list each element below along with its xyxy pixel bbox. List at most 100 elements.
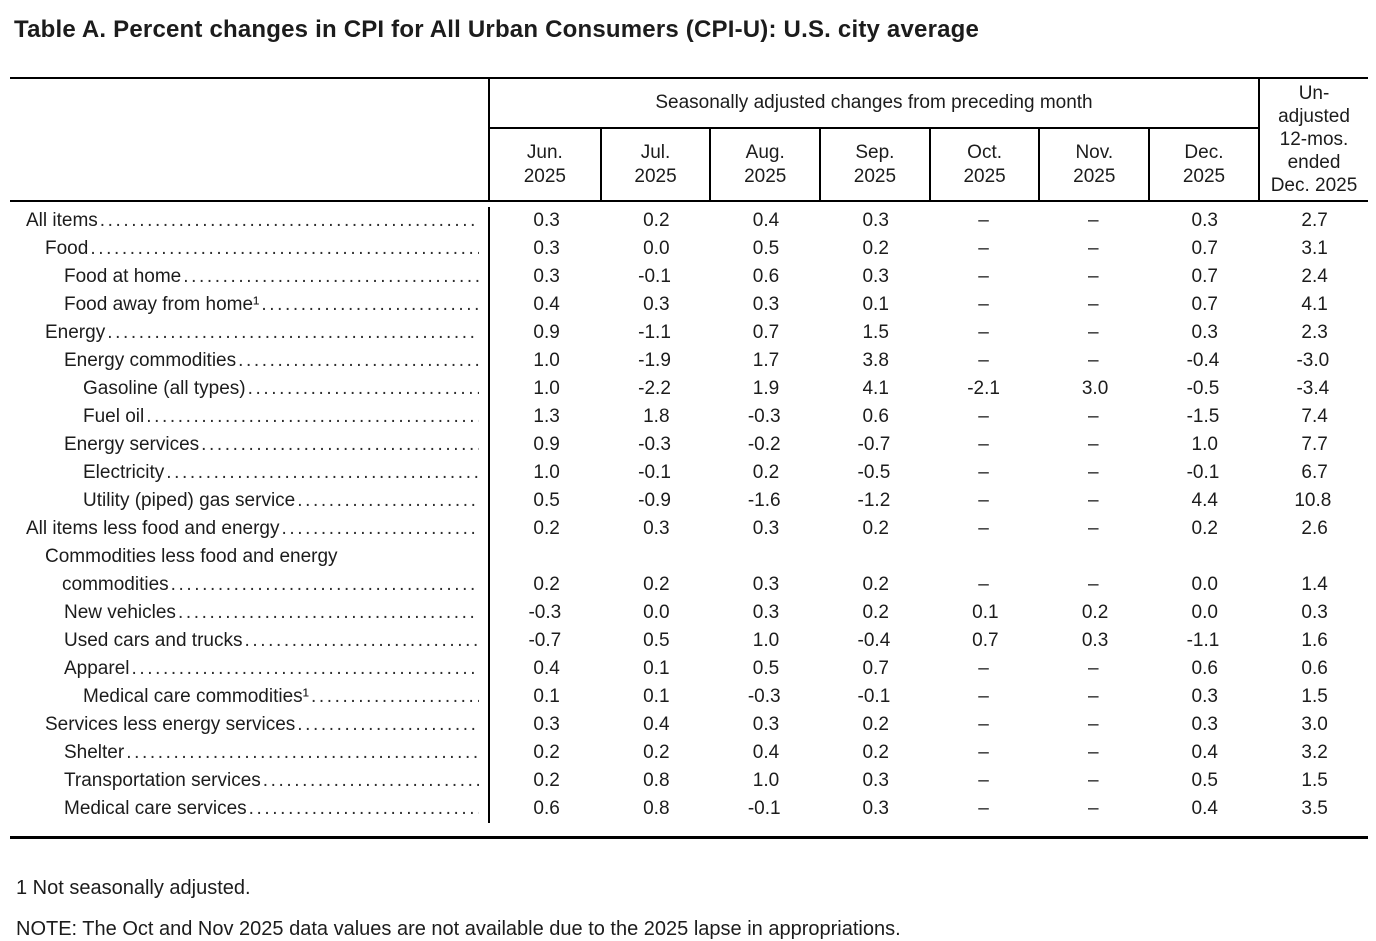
cell-month-change: 0.3 bbox=[1148, 319, 1258, 347]
cell-month-change: 0.5 bbox=[490, 487, 600, 515]
value: 0.6 bbox=[533, 798, 560, 819]
value: 1.0 bbox=[533, 462, 560, 483]
missing-value: – bbox=[1087, 518, 1099, 539]
dot-leader: ........................................… bbox=[90, 238, 479, 259]
cell-month-change: 0.3 bbox=[709, 571, 819, 599]
row-stub: Food at home............................… bbox=[10, 263, 490, 291]
value: 2.3 bbox=[1301, 322, 1328, 343]
missing-value: – bbox=[1087, 322, 1099, 343]
missing-value: – bbox=[978, 462, 989, 483]
cell-month-change: 0.3 bbox=[819, 263, 929, 291]
value: 0.8 bbox=[643, 770, 670, 791]
missing-value: – bbox=[1087, 266, 1099, 287]
value: 0.0 bbox=[1191, 574, 1218, 595]
value: 2.4 bbox=[1301, 266, 1328, 287]
note-appropriations: NOTE: The Oct and Nov 2025 data values a… bbox=[16, 918, 901, 940]
value: 1.3 bbox=[533, 406, 560, 427]
cell-month-change: 0.2 bbox=[490, 515, 600, 543]
value: 4.4 bbox=[1191, 490, 1218, 511]
cell-month-change: 0.0 bbox=[600, 599, 710, 627]
column-header-jul: Jul. 2025 bbox=[599, 129, 710, 200]
column-header-aug: Aug. 2025 bbox=[709, 129, 819, 200]
cell-month-change: 0.2 bbox=[819, 599, 929, 627]
value: 1.0 bbox=[533, 378, 560, 399]
cell-month-change: -0.1 bbox=[1148, 459, 1258, 487]
cell-month-change: 0.4 bbox=[490, 655, 600, 683]
cell-month-change: 0.2 bbox=[600, 571, 710, 599]
column-header-dec: Dec. 2025 bbox=[1148, 129, 1258, 200]
table-row: All items less food and energy..........… bbox=[10, 515, 1368, 543]
value: 0.2 bbox=[533, 518, 560, 539]
cell-month-change: 0.3 bbox=[819, 207, 929, 235]
column-header-jun: Jun. 2025 bbox=[523, 141, 566, 187]
row-label: Food away from home¹ bbox=[64, 294, 260, 315]
value: -2.2 bbox=[638, 378, 671, 399]
cell-month-change: 1.0 bbox=[490, 347, 600, 375]
cell-month-change: 0.6 bbox=[490, 795, 600, 823]
cell-month-change: 0.3 bbox=[709, 515, 819, 543]
value: 0.4 bbox=[643, 714, 670, 735]
missing-value: – bbox=[1087, 406, 1099, 427]
cell-month-change: – bbox=[929, 235, 1039, 263]
missing-value: – bbox=[1087, 658, 1099, 679]
cell-month-change: 1.0 bbox=[709, 627, 819, 655]
cell-month-change: 0.7 bbox=[929, 627, 1039, 655]
cell-month-change: – bbox=[929, 515, 1039, 543]
row-label: Medical care services bbox=[64, 798, 247, 819]
stub-header-cell bbox=[10, 79, 490, 200]
cell-month-change: -0.4 bbox=[819, 627, 929, 655]
value: 3.5 bbox=[1301, 798, 1328, 819]
value: 4.1 bbox=[1301, 294, 1328, 315]
cell-month-change: -0.7 bbox=[819, 431, 929, 459]
value: 0.4 bbox=[1191, 742, 1218, 763]
table-row: Transportation services.................… bbox=[10, 767, 1368, 795]
missing-value: – bbox=[978, 658, 989, 679]
value: -0.5 bbox=[857, 462, 891, 483]
cell-month-change: 0.2 bbox=[490, 571, 600, 599]
missing-value: – bbox=[978, 798, 989, 819]
cell-month-change: 1.0 bbox=[490, 459, 600, 487]
cell-month-change: 0.4 bbox=[709, 207, 819, 235]
missing-value: – bbox=[1087, 770, 1099, 791]
value: 1.6 bbox=[1301, 630, 1328, 651]
row-label: Apparel bbox=[64, 658, 130, 679]
cell-month-change: – bbox=[929, 431, 1039, 459]
table-row: Energy commodities......................… bbox=[10, 347, 1368, 375]
value: 7.4 bbox=[1301, 406, 1328, 427]
value: 0.7 bbox=[752, 322, 780, 343]
cell-month-change: -0.5 bbox=[1148, 375, 1258, 403]
row-stub: Fuel oil................................… bbox=[10, 403, 490, 431]
cell-month-change: 0.1 bbox=[819, 291, 929, 319]
value: 0.2 bbox=[533, 770, 560, 791]
value: 0.3 bbox=[1191, 210, 1218, 231]
dot-leader: ........................................… bbox=[183, 266, 479, 287]
table-row: Energy services.........................… bbox=[10, 431, 1368, 459]
value: 1.8 bbox=[643, 406, 670, 427]
row-stub: Transportation services.................… bbox=[10, 767, 490, 795]
dot-leader: ........................................… bbox=[281, 518, 479, 539]
table-row: Food at home............................… bbox=[10, 263, 1368, 291]
value: 1.0 bbox=[533, 350, 560, 371]
cell-month-change: 0.2 bbox=[819, 711, 929, 739]
cell-month-change: 0.7 bbox=[819, 655, 929, 683]
cell-month-change: 0.3 bbox=[490, 263, 600, 291]
cell-month-change: 0.7 bbox=[1148, 291, 1258, 319]
row-label: Services less energy services bbox=[45, 714, 296, 735]
row-label-continued: commodities bbox=[62, 574, 169, 595]
cell-month-change: 0.0 bbox=[1148, 571, 1258, 599]
cell-month-change: 0.4 bbox=[1148, 739, 1258, 767]
row-stub: New vehicles............................… bbox=[10, 599, 490, 627]
cell-month-change: 0.3 bbox=[1148, 207, 1258, 235]
value: 0.1 bbox=[643, 686, 670, 707]
table-row: All items...............................… bbox=[10, 207, 1368, 235]
column-header-sep: Sep. 2025 bbox=[819, 129, 929, 200]
row-label: Food at home bbox=[64, 266, 182, 287]
cell-month-change: – bbox=[1038, 711, 1148, 739]
cell-month-change: 0.0 bbox=[1148, 599, 1258, 627]
value: 0.3 bbox=[533, 238, 560, 259]
cell-month-change: 0.2 bbox=[819, 235, 929, 263]
cell-month-change: 0.8 bbox=[600, 795, 710, 823]
cell-12mo-unadjusted: 7.7 bbox=[1258, 431, 1368, 459]
missing-value: – bbox=[1087, 350, 1099, 371]
value: -0.1 bbox=[747, 798, 781, 819]
